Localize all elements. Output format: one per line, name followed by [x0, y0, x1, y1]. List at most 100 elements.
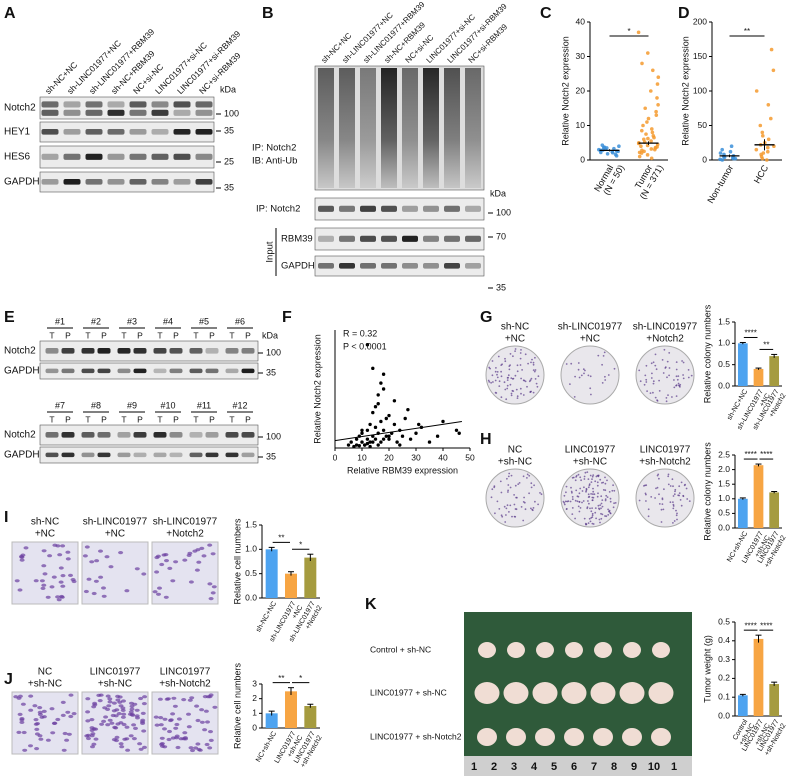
band — [360, 235, 376, 242]
row-label: Notch2 — [4, 346, 36, 357]
cell — [93, 579, 99, 583]
colony — [592, 490, 595, 493]
blot — [39, 340, 259, 362]
blot — [39, 424, 259, 446]
band — [63, 153, 81, 160]
group-label: LINC01977 + sh-NC — [370, 687, 447, 697]
cell — [101, 586, 106, 590]
band — [195, 153, 213, 160]
cell — [114, 735, 120, 740]
bar — [737, 498, 748, 528]
cell — [182, 558, 188, 562]
ruler-number: 5 — [551, 761, 557, 773]
colony — [686, 498, 689, 500]
data-point — [360, 440, 364, 444]
tumor — [565, 642, 583, 658]
data-point — [640, 148, 644, 153]
colony — [534, 356, 536, 359]
colony — [675, 384, 678, 386]
cell — [170, 712, 176, 716]
data-point — [354, 437, 359, 441]
colony — [597, 354, 600, 357]
panel-label: F — [282, 309, 292, 326]
colony — [651, 372, 653, 375]
condition-label: +NC — [505, 334, 525, 345]
lane-label: T — [229, 414, 234, 424]
band — [169, 348, 183, 354]
colony — [661, 503, 664, 505]
colony — [677, 494, 680, 497]
cell — [194, 704, 200, 708]
cell — [62, 731, 68, 736]
colony — [663, 488, 665, 491]
data-point — [655, 96, 659, 100]
band — [241, 348, 255, 354]
colony — [519, 387, 522, 390]
cell — [111, 709, 117, 713]
colony — [647, 508, 650, 511]
cell — [107, 697, 113, 701]
band — [129, 179, 147, 185]
colony — [591, 499, 594, 501]
y-axis-label: Relative Notch2 expression — [680, 36, 690, 146]
colony — [500, 375, 503, 378]
colony — [591, 493, 594, 495]
band — [423, 205, 439, 212]
colony — [569, 500, 572, 503]
cell — [22, 748, 28, 752]
colony — [509, 486, 512, 489]
cell — [189, 696, 195, 700]
colony — [579, 487, 582, 490]
fit-line — [334, 420, 462, 442]
colony — [509, 364, 511, 366]
lane-label: T — [121, 330, 126, 340]
cell — [131, 737, 137, 741]
data-point — [654, 109, 658, 114]
band — [381, 205, 397, 212]
y-axis-label: Relative cell numbers — [232, 662, 242, 749]
tumor — [652, 642, 670, 658]
colony — [656, 400, 659, 402]
x-tick-label: Non-tumor — [705, 163, 735, 205]
colony — [601, 382, 604, 384]
colony — [644, 374, 647, 377]
cell — [60, 574, 66, 578]
y-tick-label: 50 — [698, 120, 708, 130]
cell — [66, 732, 72, 736]
band — [444, 205, 460, 212]
band — [117, 348, 131, 354]
cell — [141, 702, 147, 706]
y-tick-label: 1.0 — [718, 338, 730, 348]
band — [153, 368, 167, 374]
band — [195, 109, 213, 116]
cell — [127, 712, 133, 716]
cell — [134, 708, 140, 712]
band — [107, 129, 125, 135]
data-point — [643, 106, 647, 111]
y-tick-label: 0.0 — [245, 592, 257, 602]
cell — [111, 738, 117, 742]
data-point — [398, 443, 402, 447]
colony — [600, 495, 603, 498]
data-point — [368, 444, 372, 449]
colony — [504, 388, 507, 391]
y-tick-label: 0 — [252, 722, 257, 732]
colony — [576, 500, 579, 503]
colony — [517, 483, 520, 485]
significance-label: **** — [744, 621, 756, 630]
data-point — [651, 134, 656, 138]
tumor — [561, 682, 587, 704]
x-tick-label: 30 — [411, 452, 421, 462]
cell — [208, 597, 214, 601]
tumor — [503, 682, 529, 704]
tumor — [590, 682, 616, 704]
cell — [86, 736, 91, 741]
band — [107, 153, 125, 160]
cell — [154, 555, 160, 560]
cell — [187, 698, 193, 702]
sample-label: #7 — [55, 400, 65, 410]
colony — [496, 376, 499, 379]
cell — [157, 586, 162, 590]
band — [360, 263, 376, 269]
cell — [134, 567, 140, 571]
